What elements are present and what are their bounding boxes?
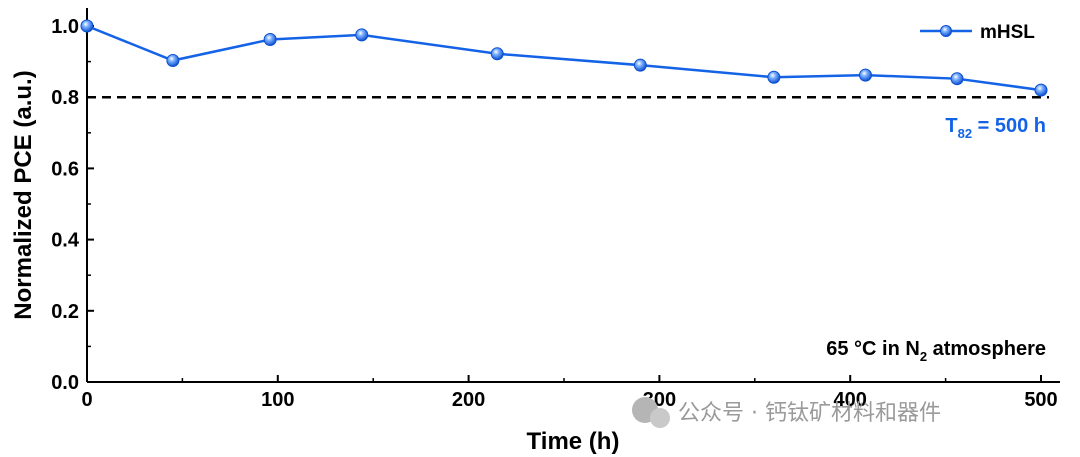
x-tick-label: 100 [261, 389, 294, 411]
condition-text-pre: 65 °C in N [826, 338, 920, 360]
y-tick-label: 0.8 [51, 87, 79, 109]
series-mhsl [80, 19, 1048, 97]
data-point [490, 47, 504, 61]
y-axis-title: Normalized PCE (a.u.) [10, 70, 37, 319]
x-tick-label: 400 [834, 389, 867, 411]
data-point [858, 68, 872, 82]
t82-subscript: 82 [958, 126, 972, 141]
y-tick-label: 0.6 [51, 158, 79, 180]
wechat-icon-bubble-small [650, 408, 670, 428]
condition-annotation: 65 °C in N2 atmosphere [826, 338, 1046, 364]
watermark: 公众号 · 钙钛矿材料和器件 [632, 397, 941, 428]
data-point [166, 54, 180, 68]
y-ticks: 0.0 0.2 0.4 0.6 0.8 1.0 [51, 16, 94, 394]
t82-value-text: = 500 h [972, 115, 1046, 137]
condition-text-post: atmosphere [927, 338, 1046, 360]
watermark-text: 公众号 · 钙钛矿材料和器件 [678, 401, 941, 426]
y-tick-label: 0.0 [51, 372, 79, 394]
legend-label-mhsl: mHSL [980, 22, 1035, 43]
data-point [633, 58, 647, 72]
x-axis-title: Time (h) [527, 428, 620, 455]
y-tick-label: 0.2 [51, 301, 79, 323]
data-point [263, 33, 277, 47]
plot-frame [86, 8, 1060, 383]
x-tick-label: 500 [1024, 389, 1057, 411]
data-point [767, 70, 781, 84]
t82-annotation: T82 = 500 h [945, 115, 1046, 141]
data-point [80, 19, 94, 33]
condition-subscript: 2 [920, 349, 927, 364]
legend-marker-swatch [940, 25, 952, 37]
data-point [950, 72, 964, 86]
t82-main-text: T [945, 115, 957, 137]
data-point [1034, 83, 1048, 97]
data-point [355, 28, 369, 42]
x-tick-label: 0 [81, 389, 92, 411]
y-tick-label: 0.4 [51, 230, 80, 252]
series-line [86, 24, 1042, 92]
legend: mHSL [920, 22, 1035, 43]
x-tick-label: 200 [452, 389, 485, 411]
y-tick-label: 1.0 [51, 16, 79, 38]
